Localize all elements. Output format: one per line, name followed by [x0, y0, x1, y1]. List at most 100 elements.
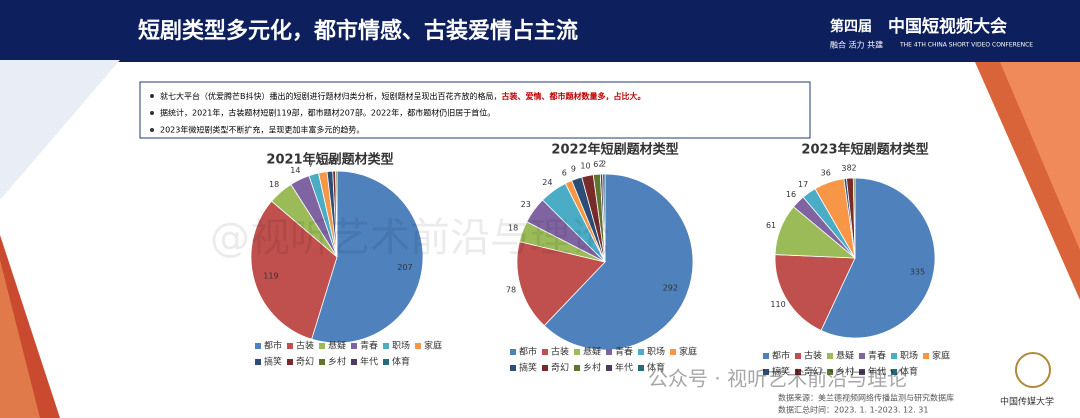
- bullet-highlight: 古装、爱情、都市题材数量多，占比大。: [501, 91, 645, 101]
- legend-label: 家庭: [679, 346, 697, 358]
- data-label: 16: [786, 190, 796, 199]
- legend-label: 体育: [647, 362, 665, 374]
- header-bar: [0, 0, 1080, 62]
- legend-swatch: [763, 353, 769, 359]
- legend-swatch: [638, 365, 644, 371]
- bullet: 2023年微短剧类型不断扩充，呈现更加丰富多元的趋势。: [160, 125, 364, 135]
- event-motto: 融合 活力 共建: [830, 40, 883, 50]
- chart-title: 2023年短剧题材类型: [801, 142, 928, 158]
- data-label: 24: [542, 178, 552, 187]
- legend-swatch: [859, 369, 865, 375]
- bullet-dot: [150, 111, 154, 115]
- watermark: @视听艺术前沿与理论: [210, 215, 610, 261]
- bullet-box: [139, 81, 811, 139]
- legend-swatch: [542, 365, 548, 371]
- bullet: 据统计，2021年，古装题材短剧119部，都市题材207部。2022年，都市题材…: [160, 108, 495, 118]
- legend-label: 青春: [360, 340, 378, 352]
- legend-swatch: [383, 359, 389, 365]
- data-label: 9: [571, 165, 576, 174]
- legend-label: 都市: [772, 350, 790, 362]
- legend-swatch: [574, 349, 580, 355]
- data-label: 207: [397, 263, 412, 272]
- legend-swatch: [287, 359, 293, 365]
- data-label: 23: [521, 200, 531, 209]
- data-label: 17: [798, 180, 808, 189]
- legend-swatch: [383, 343, 389, 349]
- event-prefix: 第四届: [830, 18, 872, 35]
- data-label: 3: [841, 164, 846, 173]
- data-label: 36: [821, 168, 831, 177]
- legend-label: 搞笑: [264, 356, 282, 368]
- event-en: THE 4TH CHINA SHORT VIDEO CONFERENCE: [899, 42, 1033, 49]
- legend-swatch: [763, 369, 769, 375]
- legend-label: 悬疑: [328, 341, 346, 352]
- data-label: 6: [593, 160, 598, 169]
- legend-label: 年代: [360, 356, 378, 368]
- pie-slice: [250, 200, 338, 340]
- legend-label: 奇幻: [296, 356, 314, 368]
- legend-label: 古装: [296, 340, 314, 352]
- data-label: 335: [910, 267, 925, 276]
- data-label: 6: [562, 168, 567, 177]
- legend-swatch: [351, 343, 357, 349]
- data-label: 2: [601, 160, 606, 169]
- data-label: 4: [326, 157, 331, 166]
- chart-title: 2021年短剧题材类型: [266, 152, 393, 168]
- legend-swatch: [574, 365, 580, 371]
- legend-swatch: [670, 349, 676, 355]
- legend-label: 乡村: [583, 362, 601, 374]
- legend-swatch: [255, 359, 261, 365]
- legend-label: 体育: [900, 366, 918, 378]
- bullet-dot: [150, 94, 154, 98]
- logo: [1015, 352, 1051, 388]
- legend-swatch: [827, 353, 833, 359]
- pie-slice: [311, 170, 424, 344]
- legend-swatch: [510, 349, 516, 355]
- pie-slice: [602, 173, 606, 263]
- legend-swatch: [891, 369, 897, 375]
- chart-title: 2022年短剧题材类型: [551, 142, 678, 158]
- data-label: 119: [263, 272, 278, 281]
- legend-label: 青春: [615, 346, 633, 358]
- legend-swatch: [923, 353, 929, 359]
- data-label: 110: [770, 300, 785, 309]
- decor: [1000, 62, 1080, 250]
- legend-label: 奇幻: [551, 362, 569, 374]
- data-label: 18: [269, 180, 279, 189]
- legend-swatch: [795, 369, 801, 375]
- legend-label: 古装: [804, 350, 822, 362]
- legend-swatch: [351, 359, 357, 365]
- legend-swatch: [287, 343, 293, 349]
- legend-label: 搞笑: [519, 362, 537, 374]
- legend-label: 奇幻: [804, 366, 822, 378]
- legend-label: 古装: [551, 346, 569, 358]
- legend-swatch: [638, 349, 644, 355]
- event-name: 中国短视频大会: [888, 16, 1007, 37]
- data-label: 78: [506, 285, 516, 294]
- pie-slice: [820, 177, 936, 339]
- pie-slice: [516, 241, 606, 327]
- source: 数据来源：美兰德视频网络传播监测与研究数据库: [778, 393, 954, 403]
- legend-label: 悬疑: [583, 347, 601, 358]
- title: 短剧类型多元化，都市情感、古装爱情占主流: [138, 18, 578, 44]
- legend-swatch: [255, 343, 261, 349]
- legend-label: 职场: [647, 347, 665, 358]
- legend-label: 搞笑: [772, 366, 790, 378]
- data-label: 2: [599, 160, 604, 169]
- data-label: 1: [334, 157, 339, 166]
- university: 中国传媒大学: [1000, 396, 1054, 408]
- legend-label: 职场: [392, 341, 410, 352]
- legend-swatch: [319, 359, 325, 365]
- data-label: 8: [847, 164, 852, 173]
- legend-swatch: [891, 353, 897, 359]
- data-label: 292: [663, 284, 678, 293]
- data-label: 6: [319, 158, 324, 167]
- bullet-text: 就七大平台（优爱腾芒B抖快）播出的短剧进行题材归类分析，短剧题材呈现出百花齐放的…: [160, 91, 501, 101]
- legend-label: 青春: [868, 350, 886, 362]
- data-label: 7: [308, 160, 313, 169]
- legend-label: 家庭: [424, 340, 442, 352]
- data-label: 10: [580, 161, 590, 170]
- legend-swatch: [795, 353, 801, 359]
- legend-label: 悬疑: [836, 351, 854, 362]
